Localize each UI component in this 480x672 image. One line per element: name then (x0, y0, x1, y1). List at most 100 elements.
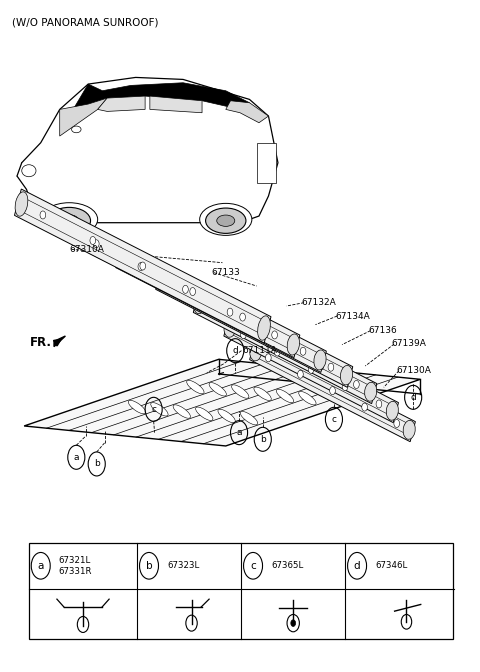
Circle shape (259, 327, 265, 334)
Ellipse shape (72, 224, 84, 245)
Ellipse shape (205, 208, 246, 233)
Circle shape (318, 362, 324, 370)
Text: 67136: 67136 (368, 326, 397, 335)
Ellipse shape (22, 165, 36, 177)
Circle shape (300, 347, 306, 355)
Ellipse shape (250, 342, 262, 361)
Text: 67132A: 67132A (301, 298, 336, 307)
Circle shape (211, 308, 216, 316)
Ellipse shape (60, 215, 79, 226)
Text: 67310A: 67310A (69, 245, 104, 254)
Text: a: a (37, 561, 44, 571)
Circle shape (240, 331, 246, 339)
Ellipse shape (386, 401, 398, 420)
Ellipse shape (48, 208, 91, 234)
Ellipse shape (41, 203, 97, 236)
Circle shape (275, 348, 280, 356)
Text: 67139A: 67139A (392, 339, 427, 349)
Ellipse shape (403, 421, 415, 439)
Circle shape (136, 263, 142, 271)
Circle shape (40, 211, 46, 219)
Circle shape (328, 363, 334, 371)
Circle shape (177, 284, 183, 292)
Ellipse shape (365, 382, 377, 401)
Circle shape (282, 344, 288, 352)
Text: c: c (331, 415, 336, 424)
Polygon shape (74, 83, 250, 110)
Text: b: b (260, 435, 265, 444)
Text: 67111A: 67111A (242, 346, 277, 355)
Text: 67130A: 67130A (396, 366, 432, 375)
Text: b: b (94, 460, 99, 468)
Ellipse shape (193, 295, 205, 314)
Text: d: d (232, 346, 238, 355)
Polygon shape (71, 221, 300, 358)
Circle shape (227, 308, 233, 316)
Text: c: c (151, 405, 156, 414)
Ellipse shape (72, 126, 81, 133)
Circle shape (290, 343, 295, 351)
Polygon shape (250, 339, 415, 442)
Ellipse shape (276, 389, 294, 403)
Circle shape (308, 366, 314, 374)
Polygon shape (17, 77, 278, 222)
Polygon shape (97, 96, 145, 112)
Ellipse shape (116, 249, 128, 269)
Circle shape (394, 419, 399, 427)
Circle shape (247, 326, 252, 334)
Ellipse shape (15, 192, 28, 216)
Text: 67365L: 67365L (271, 561, 303, 571)
Circle shape (298, 370, 303, 378)
Polygon shape (24, 360, 420, 446)
Text: a: a (236, 428, 242, 437)
Ellipse shape (173, 405, 191, 418)
Ellipse shape (231, 385, 249, 398)
Circle shape (182, 286, 188, 294)
Circle shape (354, 380, 359, 388)
Ellipse shape (314, 350, 326, 370)
Ellipse shape (209, 382, 227, 396)
Circle shape (140, 262, 145, 270)
Circle shape (291, 620, 296, 626)
Text: (W/O PANORAMA SUNROOF): (W/O PANORAMA SUNROOF) (12, 17, 159, 28)
Text: 67134A: 67134A (335, 312, 370, 321)
Circle shape (218, 305, 224, 313)
Bar (257, 142, 276, 183)
Circle shape (265, 354, 271, 362)
Polygon shape (224, 316, 398, 423)
Circle shape (272, 331, 277, 339)
Ellipse shape (218, 409, 235, 423)
Text: 67346L: 67346L (375, 561, 408, 571)
Bar (29, 542, 454, 639)
Circle shape (240, 313, 245, 321)
Text: 67133: 67133 (212, 268, 240, 277)
Ellipse shape (200, 204, 252, 235)
Circle shape (175, 285, 180, 293)
Circle shape (342, 382, 348, 390)
Ellipse shape (128, 401, 146, 414)
Circle shape (213, 304, 219, 312)
Ellipse shape (156, 271, 168, 290)
Ellipse shape (258, 316, 270, 340)
Polygon shape (156, 269, 353, 387)
Ellipse shape (217, 215, 235, 226)
Ellipse shape (299, 392, 316, 405)
Polygon shape (54, 336, 65, 347)
Circle shape (330, 386, 336, 394)
Circle shape (94, 240, 99, 248)
Text: d: d (354, 561, 360, 571)
Circle shape (376, 400, 382, 408)
Polygon shape (193, 292, 377, 404)
Circle shape (252, 324, 257, 332)
Polygon shape (14, 189, 271, 343)
Ellipse shape (287, 334, 300, 355)
Text: a: a (73, 453, 79, 462)
Polygon shape (60, 98, 107, 136)
Text: 67323L: 67323L (167, 561, 199, 571)
Text: 67321L
67331R: 67321L 67331R (59, 556, 92, 576)
Ellipse shape (224, 319, 236, 337)
Ellipse shape (340, 366, 353, 385)
Circle shape (362, 403, 368, 411)
Text: d: d (410, 393, 416, 402)
Ellipse shape (195, 407, 213, 421)
